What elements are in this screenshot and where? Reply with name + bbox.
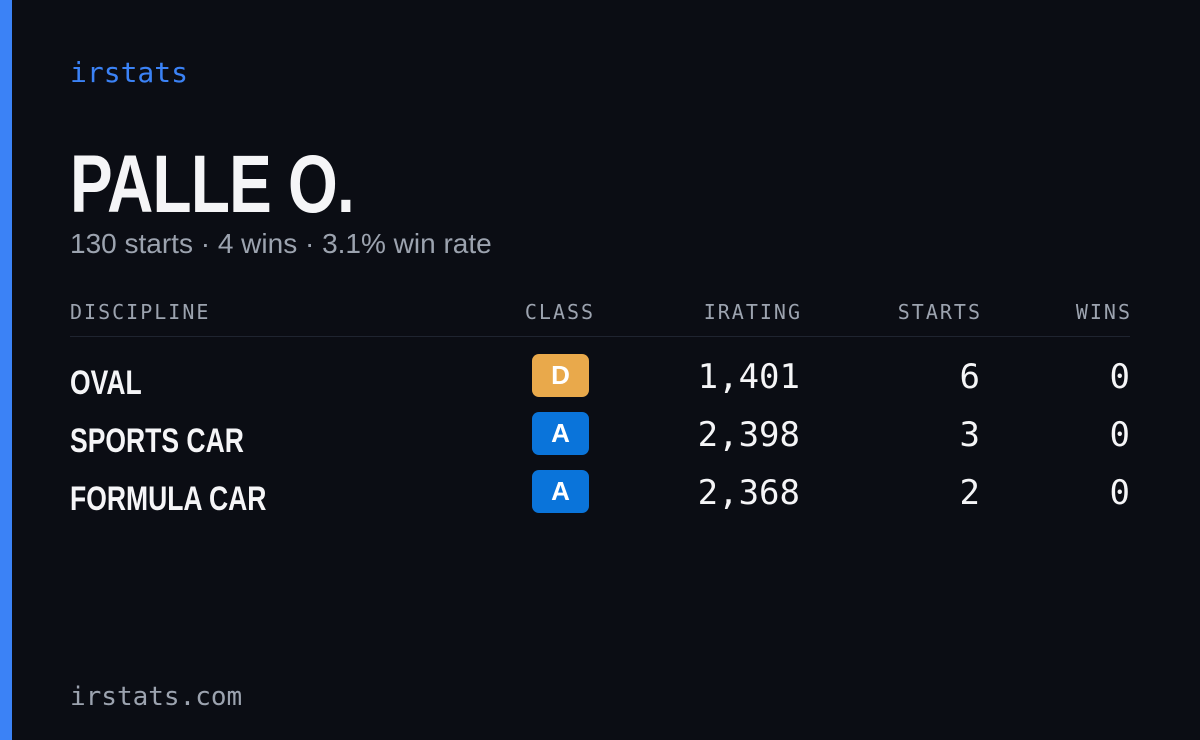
starts: 2 xyxy=(959,473,980,513)
starts: 6 xyxy=(959,357,980,397)
class-badge: A xyxy=(532,470,589,513)
irating: 1,401 xyxy=(697,357,800,397)
class-badge: D xyxy=(532,354,589,397)
header: WINS xyxy=(1075,300,1132,324)
wins: 0 xyxy=(1109,473,1130,513)
discipline: FORMULA CAR xyxy=(70,480,267,518)
irating: 2,368 xyxy=(697,473,800,513)
header: STARTS xyxy=(897,300,982,324)
accent-bar xyxy=(0,0,12,740)
header: IRATING xyxy=(703,300,802,324)
discipline: OVAL xyxy=(70,364,142,402)
header: DISCIPLINE xyxy=(70,300,211,324)
brand: irstats xyxy=(70,56,189,89)
wins: 0 xyxy=(1109,357,1130,397)
discipline: SPORTS CAR xyxy=(70,422,244,460)
header: CLASS xyxy=(524,300,596,324)
summary: 130 starts · 4 wins · 3.1% win rate xyxy=(70,228,492,259)
starts: 3 xyxy=(959,415,980,455)
wins: 0 xyxy=(1109,415,1130,455)
divider xyxy=(70,336,1130,337)
class-badge: A xyxy=(532,412,589,455)
irating: 2,398 xyxy=(697,415,800,455)
footer-url: irstats.com xyxy=(70,682,243,712)
driver-name: PALLE O. xyxy=(70,139,355,230)
